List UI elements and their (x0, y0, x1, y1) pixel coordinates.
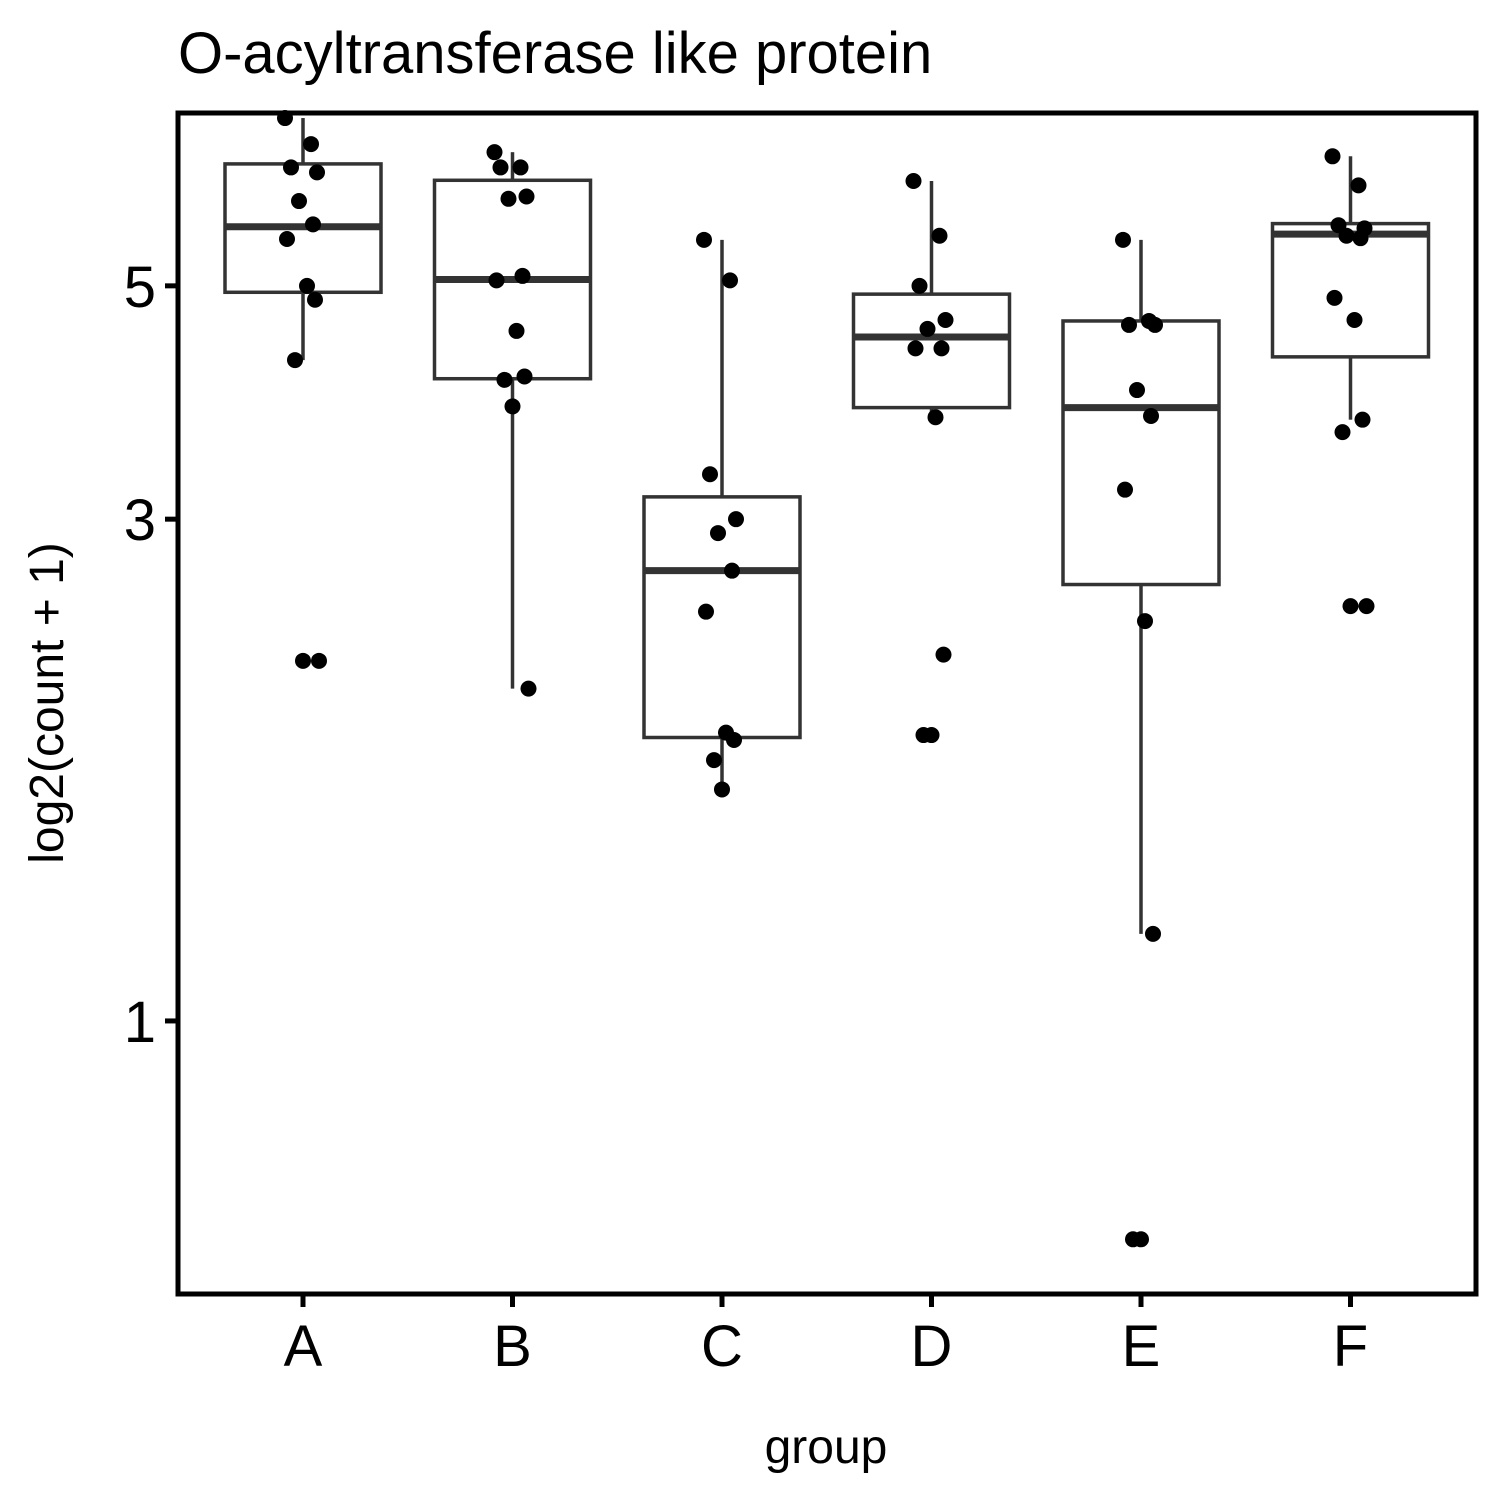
points-E (1115, 231, 1163, 1248)
box-body (1061, 319, 1221, 587)
points-D (905, 173, 954, 744)
y-tick-label: 5 (124, 255, 156, 320)
data-point (1145, 925, 1161, 942)
data-point (486, 144, 503, 161)
data-point (1133, 1231, 1149, 1248)
y-axis-title: log2(count + 1) (21, 542, 74, 864)
box-E (1061, 239, 1221, 934)
y-tick-label: 3 (124, 488, 156, 553)
data-point (1354, 411, 1371, 428)
data-point (726, 731, 742, 748)
data-point (937, 311, 954, 328)
data-point (1326, 289, 1343, 306)
box-A (223, 118, 383, 361)
y-axis: 1 3 5 (124, 255, 178, 1055)
data-point (1346, 311, 1363, 328)
x-axis: A B C D E F (284, 1294, 1368, 1379)
points-B (486, 144, 537, 697)
data-point (496, 371, 513, 388)
chart-title: O-acyltransferase like protein (178, 21, 932, 86)
data-point (702, 466, 718, 483)
box-F (1270, 156, 1431, 420)
data-point (1137, 613, 1153, 630)
data-point (518, 188, 535, 205)
data-point (309, 164, 325, 181)
data-point (500, 190, 517, 207)
data-point (1117, 481, 1133, 498)
data-point (295, 652, 311, 669)
box-B (432, 152, 593, 689)
data-point (307, 291, 323, 308)
data-point (516, 368, 533, 385)
data-point (1342, 598, 1359, 615)
points-C (696, 231, 744, 798)
data-point (698, 603, 714, 620)
data-point (931, 227, 948, 244)
data-point (283, 159, 299, 176)
data-point (1358, 598, 1375, 615)
data-point (1350, 177, 1367, 194)
data-point (905, 173, 922, 190)
data-point (1143, 408, 1159, 425)
data-point (299, 277, 315, 294)
box-D (851, 181, 1012, 418)
data-point (714, 781, 730, 798)
data-point (911, 277, 928, 294)
x-axis-title: group (765, 1421, 888, 1474)
data-point (1147, 316, 1163, 333)
data-point (933, 340, 950, 357)
data-point (1334, 424, 1351, 441)
data-point (1129, 382, 1145, 399)
panel-border (175, 110, 1479, 1297)
data-point (508, 322, 525, 339)
plot-panel (175, 110, 1479, 1297)
data-point (1115, 231, 1131, 248)
data-point (1121, 316, 1137, 333)
data-point (923, 727, 940, 744)
data-point (728, 511, 744, 528)
data-point (305, 216, 321, 233)
data-point (1352, 230, 1369, 247)
x-tick-label: B (493, 1314, 532, 1379)
data-point (291, 193, 307, 210)
box-body (1270, 221, 1431, 359)
data-point (303, 136, 319, 153)
data-point (520, 680, 537, 697)
data-point (919, 320, 936, 337)
data-point (1338, 227, 1355, 244)
data-point (287, 352, 303, 369)
points-F (1324, 148, 1375, 615)
data-point (514, 267, 531, 284)
data-point (311, 652, 327, 669)
x-tick-label: C (701, 1314, 743, 1379)
x-tick-label: D (911, 1314, 953, 1379)
data-point (927, 409, 944, 426)
y-tick-label: 1 (124, 990, 156, 1055)
data-point (710, 525, 726, 542)
x-tick-label: F (1333, 1314, 1368, 1379)
data-point (907, 340, 924, 357)
points-A (277, 110, 327, 669)
x-tick-label: A (284, 1314, 323, 1379)
data-point (706, 752, 722, 769)
data-point (935, 646, 952, 663)
data-point (512, 159, 529, 176)
data-point (724, 562, 740, 579)
data-point (1324, 148, 1341, 165)
box-body (851, 292, 1012, 410)
data-point (722, 272, 738, 289)
data-point (504, 398, 521, 415)
x-tick-label: E (1122, 1314, 1161, 1379)
data-point (696, 231, 712, 248)
data-point (488, 272, 505, 289)
data-point (279, 231, 295, 248)
data-point (492, 159, 509, 176)
